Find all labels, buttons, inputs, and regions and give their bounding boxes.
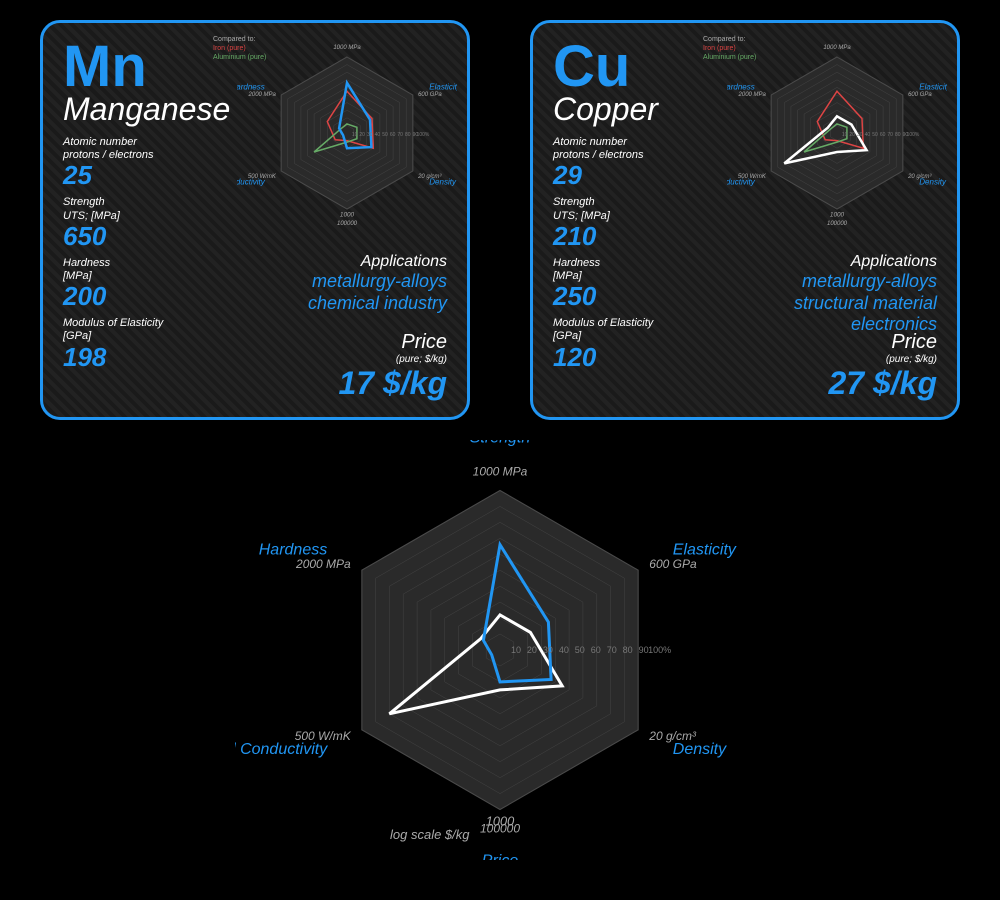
svg-text:Hardness: Hardness (727, 83, 755, 92)
svg-text:80: 80 (623, 645, 633, 655)
applications: Applications metallurgy-alloyschemical i… (308, 253, 447, 314)
svg-text:Price: Price (482, 853, 519, 861)
svg-text:70: 70 (397, 132, 403, 138)
svg-text:Elasticity: Elasticity (673, 541, 737, 558)
svg-text:20 g/cm³: 20 g/cm³ (907, 174, 932, 180)
price-sub: (pure; $/kg) (828, 354, 937, 365)
price: Price (pure; $/kg) 17 $/kg (338, 331, 447, 402)
svg-text:1000: 1000 (486, 814, 515, 829)
svg-text:70: 70 (607, 645, 617, 655)
svg-text:20: 20 (359, 132, 365, 138)
svg-text:60: 60 (880, 132, 886, 138)
svg-text:600 GPa: 600 GPa (418, 92, 442, 98)
svg-text:Thermal Conductivity: Thermal Conductivity (235, 741, 328, 758)
radar-chart-small: Strength1000 MPaElasticity600 GPaDensity… (237, 33, 457, 233)
svg-text:500 W/mK: 500 W/mK (295, 729, 352, 743)
svg-text:40: 40 (559, 645, 569, 655)
radar-chart-small: Strength1000 MPaElasticity600 GPaDensity… (727, 33, 947, 233)
svg-text:10: 10 (842, 132, 848, 138)
price-sub: (pure; $/kg) (338, 354, 447, 365)
svg-text:600 GPa: 600 GPa (908, 92, 932, 98)
svg-text:80: 80 (895, 132, 901, 138)
svg-text:2000 MPa: 2000 MPa (248, 92, 277, 98)
price-value: 17 $/kg (338, 365, 447, 402)
svg-text:10: 10 (352, 132, 358, 138)
svg-text:100000: 100000 (827, 221, 848, 227)
svg-text:50: 50 (382, 132, 388, 138)
price: Price (pure; $/kg) 27 $/kg (828, 331, 937, 402)
svg-text:2000 MPa: 2000 MPa (295, 557, 351, 571)
svg-text:100%: 100% (417, 132, 430, 138)
applications-list: metallurgy-alloyschemical industry (308, 271, 447, 314)
svg-text:1000: 1000 (340, 212, 355, 219)
svg-text:50: 50 (872, 132, 878, 138)
svg-text:100000: 100000 (337, 221, 358, 227)
svg-text:2000 MPa: 2000 MPa (738, 92, 767, 98)
svg-text:Hardness: Hardness (237, 83, 265, 92)
svg-text:Elasticity: Elasticity (429, 83, 457, 92)
svg-text:500 W/mK: 500 W/mK (738, 174, 767, 180)
applications: Applications metallurgy-alloysstructural… (794, 253, 937, 336)
svg-text:40: 40 (375, 132, 381, 138)
radar-chart-large: Strength 1000 MPa Elasticity600 GPa Density… (235, 440, 765, 860)
element-card: MnManganese Atomic numberprotons / elect… (40, 20, 470, 420)
svg-text:1000: 1000 (830, 212, 845, 219)
element-card: CuCopper Atomic numberprotons / electron… (530, 20, 960, 420)
svg-text:1000 MPa: 1000 MPa (473, 465, 528, 479)
svg-text:80: 80 (405, 132, 411, 138)
svg-text:20 g/cm³: 20 g/cm³ (417, 174, 442, 180)
svg-text:10: 10 (511, 645, 521, 655)
svg-text:20: 20 (527, 645, 537, 655)
price-value: 27 $/kg (828, 365, 937, 402)
svg-text:500 W/mK: 500 W/mK (248, 174, 277, 180)
svg-text:100%: 100% (648, 645, 671, 655)
svg-text:600 GPa: 600 GPa (649, 557, 697, 571)
svg-text:Hardness: Hardness (259, 541, 327, 558)
compare-legend: Compared to: Iron (pure) Aluminium (pure… (213, 35, 266, 62)
svg-text:Elasticity: Elasticity (919, 83, 947, 92)
price-axis-sub: log scale $/kg (390, 827, 470, 842)
svg-text:70: 70 (887, 132, 893, 138)
price-label: Price (338, 331, 447, 354)
svg-text:100%: 100% (907, 132, 920, 138)
svg-text:1000 MPa: 1000 MPa (823, 45, 851, 51)
svg-text:20 g/cm³: 20 g/cm³ (648, 729, 697, 743)
svg-text:30: 30 (543, 645, 553, 655)
svg-text:60: 60 (390, 132, 396, 138)
svg-text:20: 20 (849, 132, 855, 138)
svg-text:Density: Density (673, 741, 727, 758)
applications-list: metallurgy-alloysstructural materialelec… (794, 271, 937, 336)
svg-text:30: 30 (857, 132, 863, 138)
svg-text:60: 60 (591, 645, 601, 655)
svg-text:Strength: Strength (470, 440, 531, 447)
compare-legend: Compared to: Iron (pure) Aluminium (pure… (703, 35, 756, 62)
applications-title: Applications (794, 253, 937, 271)
svg-text:40: 40 (865, 132, 871, 138)
svg-text:50: 50 (575, 645, 585, 655)
svg-text:30: 30 (367, 132, 373, 138)
price-label: Price (828, 331, 937, 354)
svg-text:1000 MPa: 1000 MPa (333, 45, 361, 51)
applications-title: Applications (308, 253, 447, 271)
